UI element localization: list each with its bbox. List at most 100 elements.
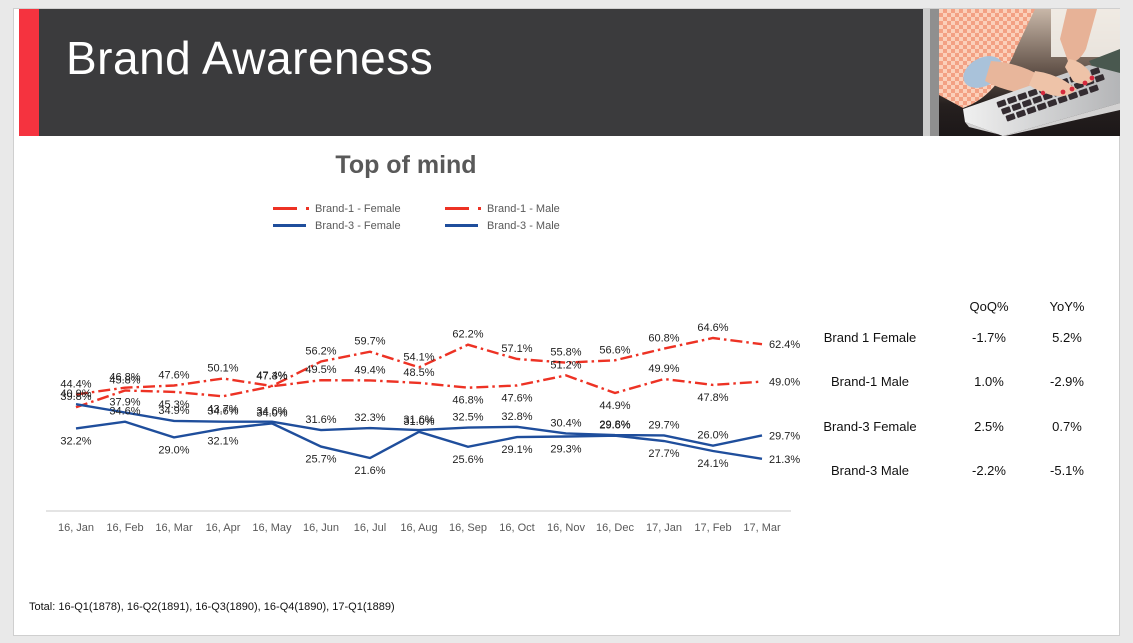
table-row: Brand-3 Male -2.2% -5.1% (790, 463, 1106, 478)
line-chart-svg: 16, Jan 16, Feb 16, Mar 16, Apr 16, May 16, J… (46, 322, 800, 534)
data-label: 29.7% (769, 430, 800, 442)
brand3-line-icon (445, 224, 485, 227)
data-label: 31.0% (403, 416, 434, 428)
data-label: 60.8% (648, 333, 679, 345)
data-label: 40.9% (60, 388, 91, 400)
row-name: Brand-3 Male (830, 463, 910, 478)
legend-item-brand3-male: Brand-3 - Male (445, 217, 617, 234)
x-axis-label: 16, Dec (596, 522, 634, 534)
row-name: Brand 1 Female (823, 330, 917, 345)
row-qoq: -2.2% (972, 463, 1006, 478)
series-line-1 (75, 374, 763, 409)
data-label: 34.6% (207, 406, 238, 418)
x-axis-label: 17, Jan (646, 522, 682, 534)
divider-strip-light (923, 9, 930, 136)
x-axis-label: 16, Apr (206, 522, 241, 534)
series-line-2 (75, 403, 763, 447)
data-label: 48.5% (403, 367, 434, 379)
yoy-header: YoY% (1049, 299, 1085, 314)
data-label: 30.4% (550, 417, 581, 429)
x-axis-label: 17, Feb (694, 522, 731, 534)
x-axis-label: 16, Mar (155, 522, 193, 534)
data-label: 55.8% (550, 347, 581, 359)
red-accent-bar (19, 9, 39, 136)
data-label: 34.0% (256, 407, 287, 419)
data-label: 21.3% (769, 454, 800, 466)
data-label: 34.9% (158, 405, 189, 417)
data-label: 64.6% (697, 322, 728, 334)
data-label: 44.4% (60, 378, 91, 390)
x-axis-label: 16, May (252, 522, 292, 534)
data-label: 56.6% (599, 344, 630, 356)
qoq-header: QoQ% (969, 299, 1009, 314)
data-label: 32.3% (354, 412, 385, 424)
table-row: Brand 1 Female -1.7% 5.2% (790, 330, 1106, 345)
data-label: 59.7% (354, 336, 385, 348)
data-label: 46.8% (109, 372, 140, 384)
series-line-3 (75, 420, 763, 460)
data-label: 29.0% (158, 444, 189, 456)
data-label: 47.3% (256, 370, 287, 382)
photo-illustration (939, 9, 1120, 136)
data-label: 47.8% (697, 392, 728, 404)
brand1-line-icon (445, 207, 485, 210)
row-qoq: 1.0% (974, 374, 1004, 389)
row-qoq: -1.7% (972, 330, 1006, 345)
brand3-line-icon (273, 224, 313, 227)
data-label: 56.2% (305, 346, 336, 358)
data-label: 51.2% (550, 359, 581, 371)
x-axis-label: 16, Aug (400, 522, 437, 534)
data-label: 34.6% (256, 406, 287, 418)
data-label: 32.5% (452, 412, 483, 424)
data-label: 45.3% (158, 399, 189, 411)
data-label: 31.6% (305, 414, 336, 426)
legend-label: Brand-3 - Female (315, 219, 401, 232)
header-banner: Brand Awareness (19, 9, 923, 136)
data-label: 49.0% (769, 377, 800, 389)
data-label: 32.2% (60, 435, 91, 447)
series-line-0 (75, 336, 763, 396)
data-label: 49.5% (305, 364, 336, 376)
table-header-row: QoQ% YoY% (790, 299, 1106, 314)
data-label: 25.6% (452, 454, 483, 466)
legend-label: Brand-1 - Male (487, 202, 560, 215)
legend-label: Brand-1 - Female (315, 202, 401, 215)
data-label: 49.9% (648, 363, 679, 375)
x-axis-label: 16, Feb (106, 522, 143, 534)
header-photo-hands-typing (939, 9, 1120, 136)
table-row: Brand-1 Male 1.0% -2.9% (790, 374, 1106, 389)
x-axis-label: 16, Jul (354, 522, 386, 534)
row-yoy: -2.9% (1050, 374, 1084, 389)
data-label: 46.8% (452, 395, 483, 407)
row-name: Brand-1 Male (830, 374, 910, 389)
data-label: 37.9% (109, 397, 140, 409)
row-qoq: 2.5% (974, 419, 1004, 434)
data-label: 26.0% (697, 430, 728, 442)
data-label: 57.1% (501, 343, 532, 355)
legend-label: Brand-3 - Male (487, 219, 560, 232)
data-label: 32.1% (207, 436, 238, 448)
data-label: 34.6% (109, 406, 140, 418)
x-axis-label: 17, Mar (743, 522, 781, 534)
row-name: Brand-3 Female (823, 419, 917, 434)
row-yoy: -5.1% (1050, 463, 1084, 478)
data-label: 54.1% (403, 351, 434, 363)
legend-item-brand3-female: Brand-3 - Female (273, 217, 445, 234)
data-label: 29.1% (501, 444, 532, 456)
x-axis-label: 16, Sep (449, 522, 487, 534)
data-label: 50.1% (207, 363, 238, 375)
data-label: 29.8% (599, 419, 630, 431)
data-label: 47.6% (158, 370, 189, 382)
data-label: 43.7% (207, 403, 238, 415)
chart-title: Top of mind (335, 151, 477, 179)
x-axis-label: 16, Jun (303, 522, 339, 534)
page-title: Brand Awareness (66, 32, 434, 84)
x-axis-label: 16, Nov (547, 522, 585, 534)
legend-item-brand1-male: Brand-1 - Male (445, 200, 617, 217)
slide: Brand Awareness (13, 8, 1120, 636)
table-row: Brand-3 Female 2.5% 0.7% (790, 419, 1106, 434)
data-label: 29.6% (599, 420, 630, 432)
total-footnote: Total: 16-Q1(1878), 16-Q2(1891), 16-Q3(1… (29, 601, 395, 613)
data-label: 44.9% (599, 400, 630, 412)
divider-strip-gray (930, 9, 939, 136)
